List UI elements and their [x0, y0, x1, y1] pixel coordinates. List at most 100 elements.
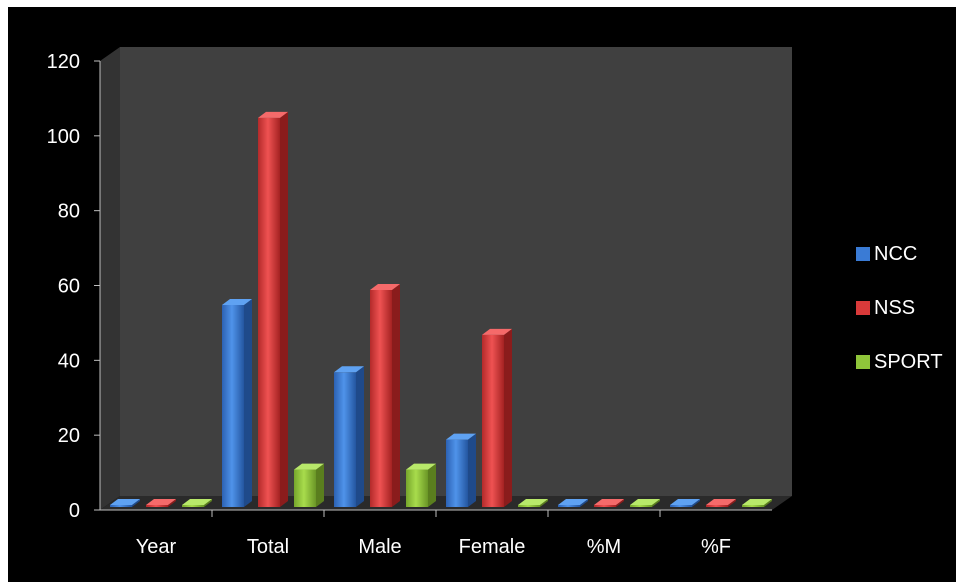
- x-tick-label: %M: [587, 536, 621, 558]
- bar-top: [406, 463, 436, 470]
- y-tick-label: 20: [58, 425, 80, 447]
- bar-sport-year: [182, 499, 212, 507]
- bar-nss-female: [482, 328, 512, 507]
- bar-side: [540, 499, 548, 507]
- legend-item-ncc: NCC: [856, 240, 943, 268]
- bar-front: [222, 304, 244, 507]
- bar-top: [370, 283, 400, 290]
- bar-ncc-female: [446, 433, 476, 507]
- bar-side: [652, 499, 660, 507]
- bar-ncc-total: [222, 298, 252, 507]
- y-tick-label: 80: [58, 201, 80, 223]
- legend-item-sport: SPORT: [856, 348, 943, 376]
- bar-nss-year: [146, 499, 176, 507]
- bar-front: [518, 505, 540, 507]
- y-tick-label: 0: [69, 500, 80, 522]
- axes: [94, 60, 772, 517]
- bar-sport-pct-f: [742, 499, 772, 507]
- side-wall: [100, 47, 120, 510]
- bar-nss-pct-m: [594, 499, 624, 507]
- bar-front: [558, 505, 580, 507]
- bar-nss-male: [370, 283, 400, 507]
- bar-front: [446, 439, 468, 507]
- bar-side: [168, 499, 176, 507]
- bar-top: [146, 499, 176, 505]
- y-tick-label: 40: [58, 350, 80, 372]
- y-tick-label: 120: [47, 51, 80, 73]
- bar-front: [110, 505, 132, 507]
- legend-label-sport: SPORT: [874, 350, 943, 373]
- y-tick-label: 100: [47, 126, 80, 148]
- bar-sport-pct-m: [630, 499, 660, 507]
- legend-label-nss: NSS: [874, 296, 916, 319]
- chart-frame: 0 20 40 60 80 100 120 Year Total Male Female %M %F N…: [8, 7, 956, 582]
- legend-swatch-nss: [856, 301, 870, 315]
- legend: NCC NSS SPORT: [856, 240, 943, 402]
- bar-front: [294, 469, 316, 507]
- bar-side: [616, 499, 624, 507]
- bar-front: [258, 117, 280, 507]
- legend-swatch-ncc: [856, 247, 870, 261]
- bar-ncc-pct-m: [558, 499, 588, 507]
- bar-top: [482, 328, 512, 335]
- bar-front: [630, 505, 652, 507]
- legend-swatch-sport: [856, 355, 870, 369]
- bar-side: [764, 499, 772, 507]
- bar-side: [728, 499, 736, 507]
- bar-side: [244, 298, 252, 507]
- bar-front: [370, 289, 392, 507]
- legend-item-nss: NSS: [856, 294, 943, 322]
- bar-top: [258, 111, 288, 118]
- bar-front: [182, 505, 204, 507]
- bar-side: [392, 283, 400, 507]
- bar-top: [446, 433, 476, 440]
- bar-sport-male: [406, 463, 436, 507]
- bar-side: [356, 366, 364, 507]
- bar-top: [594, 499, 624, 505]
- bar-front: [594, 505, 616, 507]
- x-tick-label: Year: [136, 536, 177, 558]
- bar-side: [580, 499, 588, 507]
- bar-front: [334, 372, 356, 507]
- x-tick-label: Female: [459, 536, 526, 558]
- tick-labels: 0 20 40 60 80 100 120 Year Total Male Female %M %F: [47, 51, 731, 558]
- bar-front: [146, 505, 168, 507]
- x-tick-label: Total: [247, 536, 289, 558]
- bar-top: [222, 298, 252, 305]
- bar-ncc-pct-f: [670, 499, 700, 507]
- bar-side: [428, 463, 436, 507]
- bar-top: [630, 499, 660, 505]
- bar-top: [670, 499, 700, 505]
- bar-top: [518, 499, 548, 505]
- bar-side: [204, 499, 212, 507]
- bar-top: [558, 499, 588, 505]
- bar-front: [482, 334, 504, 507]
- bars: [110, 111, 772, 507]
- back-wall: [120, 47, 792, 496]
- bar-sport-female: [518, 499, 548, 507]
- bar-front: [706, 505, 728, 507]
- bar-top: [110, 499, 140, 505]
- x-tick-label: Male: [358, 536, 401, 558]
- bar-top: [706, 499, 736, 505]
- bar-front: [742, 505, 764, 507]
- bar-ncc-male: [334, 366, 364, 507]
- bar-top: [294, 463, 324, 470]
- legend-label-ncc: NCC: [874, 242, 918, 265]
- bar-side: [316, 463, 324, 507]
- bar-nss-total: [258, 111, 288, 507]
- bar-top: [742, 499, 772, 505]
- bar-top: [182, 499, 212, 505]
- bar-sport-total: [294, 463, 324, 507]
- bar-nss-pct-f: [706, 499, 736, 507]
- bar-front: [406, 469, 428, 507]
- bar-chart: 0 20 40 60 80 100 120 Year Total Male Female %M %F: [47, 47, 792, 558]
- bar-ncc-year: [110, 499, 140, 507]
- x-tick-label: %F: [701, 536, 731, 558]
- bar-side: [280, 111, 288, 507]
- bar-side: [504, 328, 512, 507]
- bar-side: [692, 499, 700, 507]
- bar-side: [468, 433, 476, 507]
- bar-side: [132, 499, 140, 507]
- y-tick-label: 60: [58, 276, 80, 298]
